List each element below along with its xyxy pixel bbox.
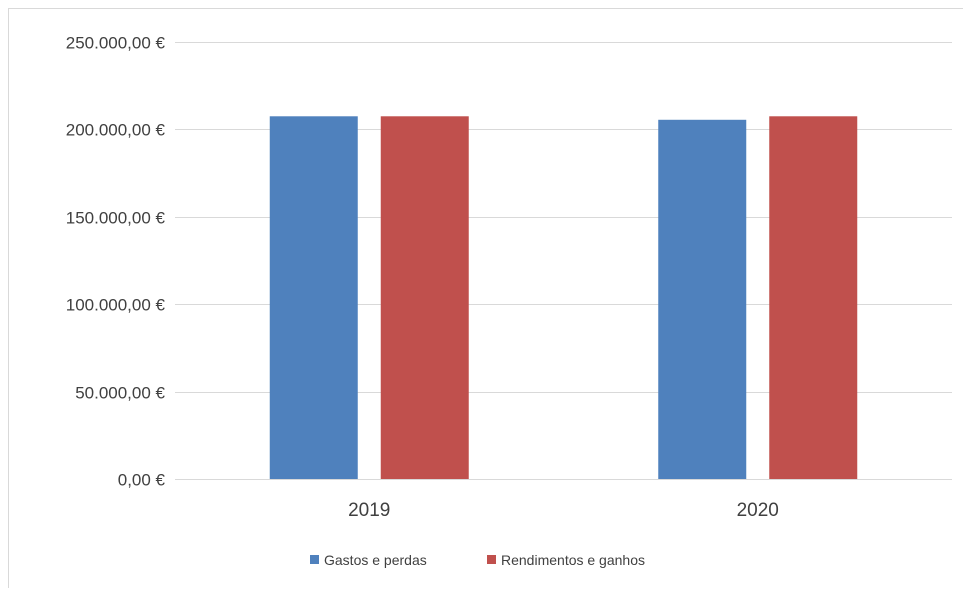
x-category-label: 2019 bbox=[348, 500, 390, 521]
y-tick-label: 50.000,00 € bbox=[75, 384, 165, 403]
bar-rendimentos-2019 bbox=[380, 116, 469, 479]
chart-frame bbox=[8, 8, 963, 588]
legend-swatch bbox=[487, 555, 496, 564]
y-tick-label: 100.000,00 € bbox=[66, 296, 166, 315]
bar-gastos-2020 bbox=[658, 119, 747, 479]
bar-rendimentos-2020 bbox=[769, 116, 858, 479]
legend-label: Rendimentos e ganhos bbox=[501, 552, 645, 568]
legend-swatch bbox=[310, 555, 319, 564]
legend-label: Gastos e perdas bbox=[324, 552, 427, 568]
y-tick-label: 150.000,00 € bbox=[66, 209, 166, 228]
bar-gastos-2019 bbox=[269, 116, 358, 479]
y-tick-label: 200.000,00 € bbox=[66, 121, 166, 140]
y-tick-label: 0,00 € bbox=[118, 471, 166, 490]
x-category-label: 2020 bbox=[737, 500, 779, 521]
y-tick-label: 250.000,00 € bbox=[66, 34, 166, 53]
